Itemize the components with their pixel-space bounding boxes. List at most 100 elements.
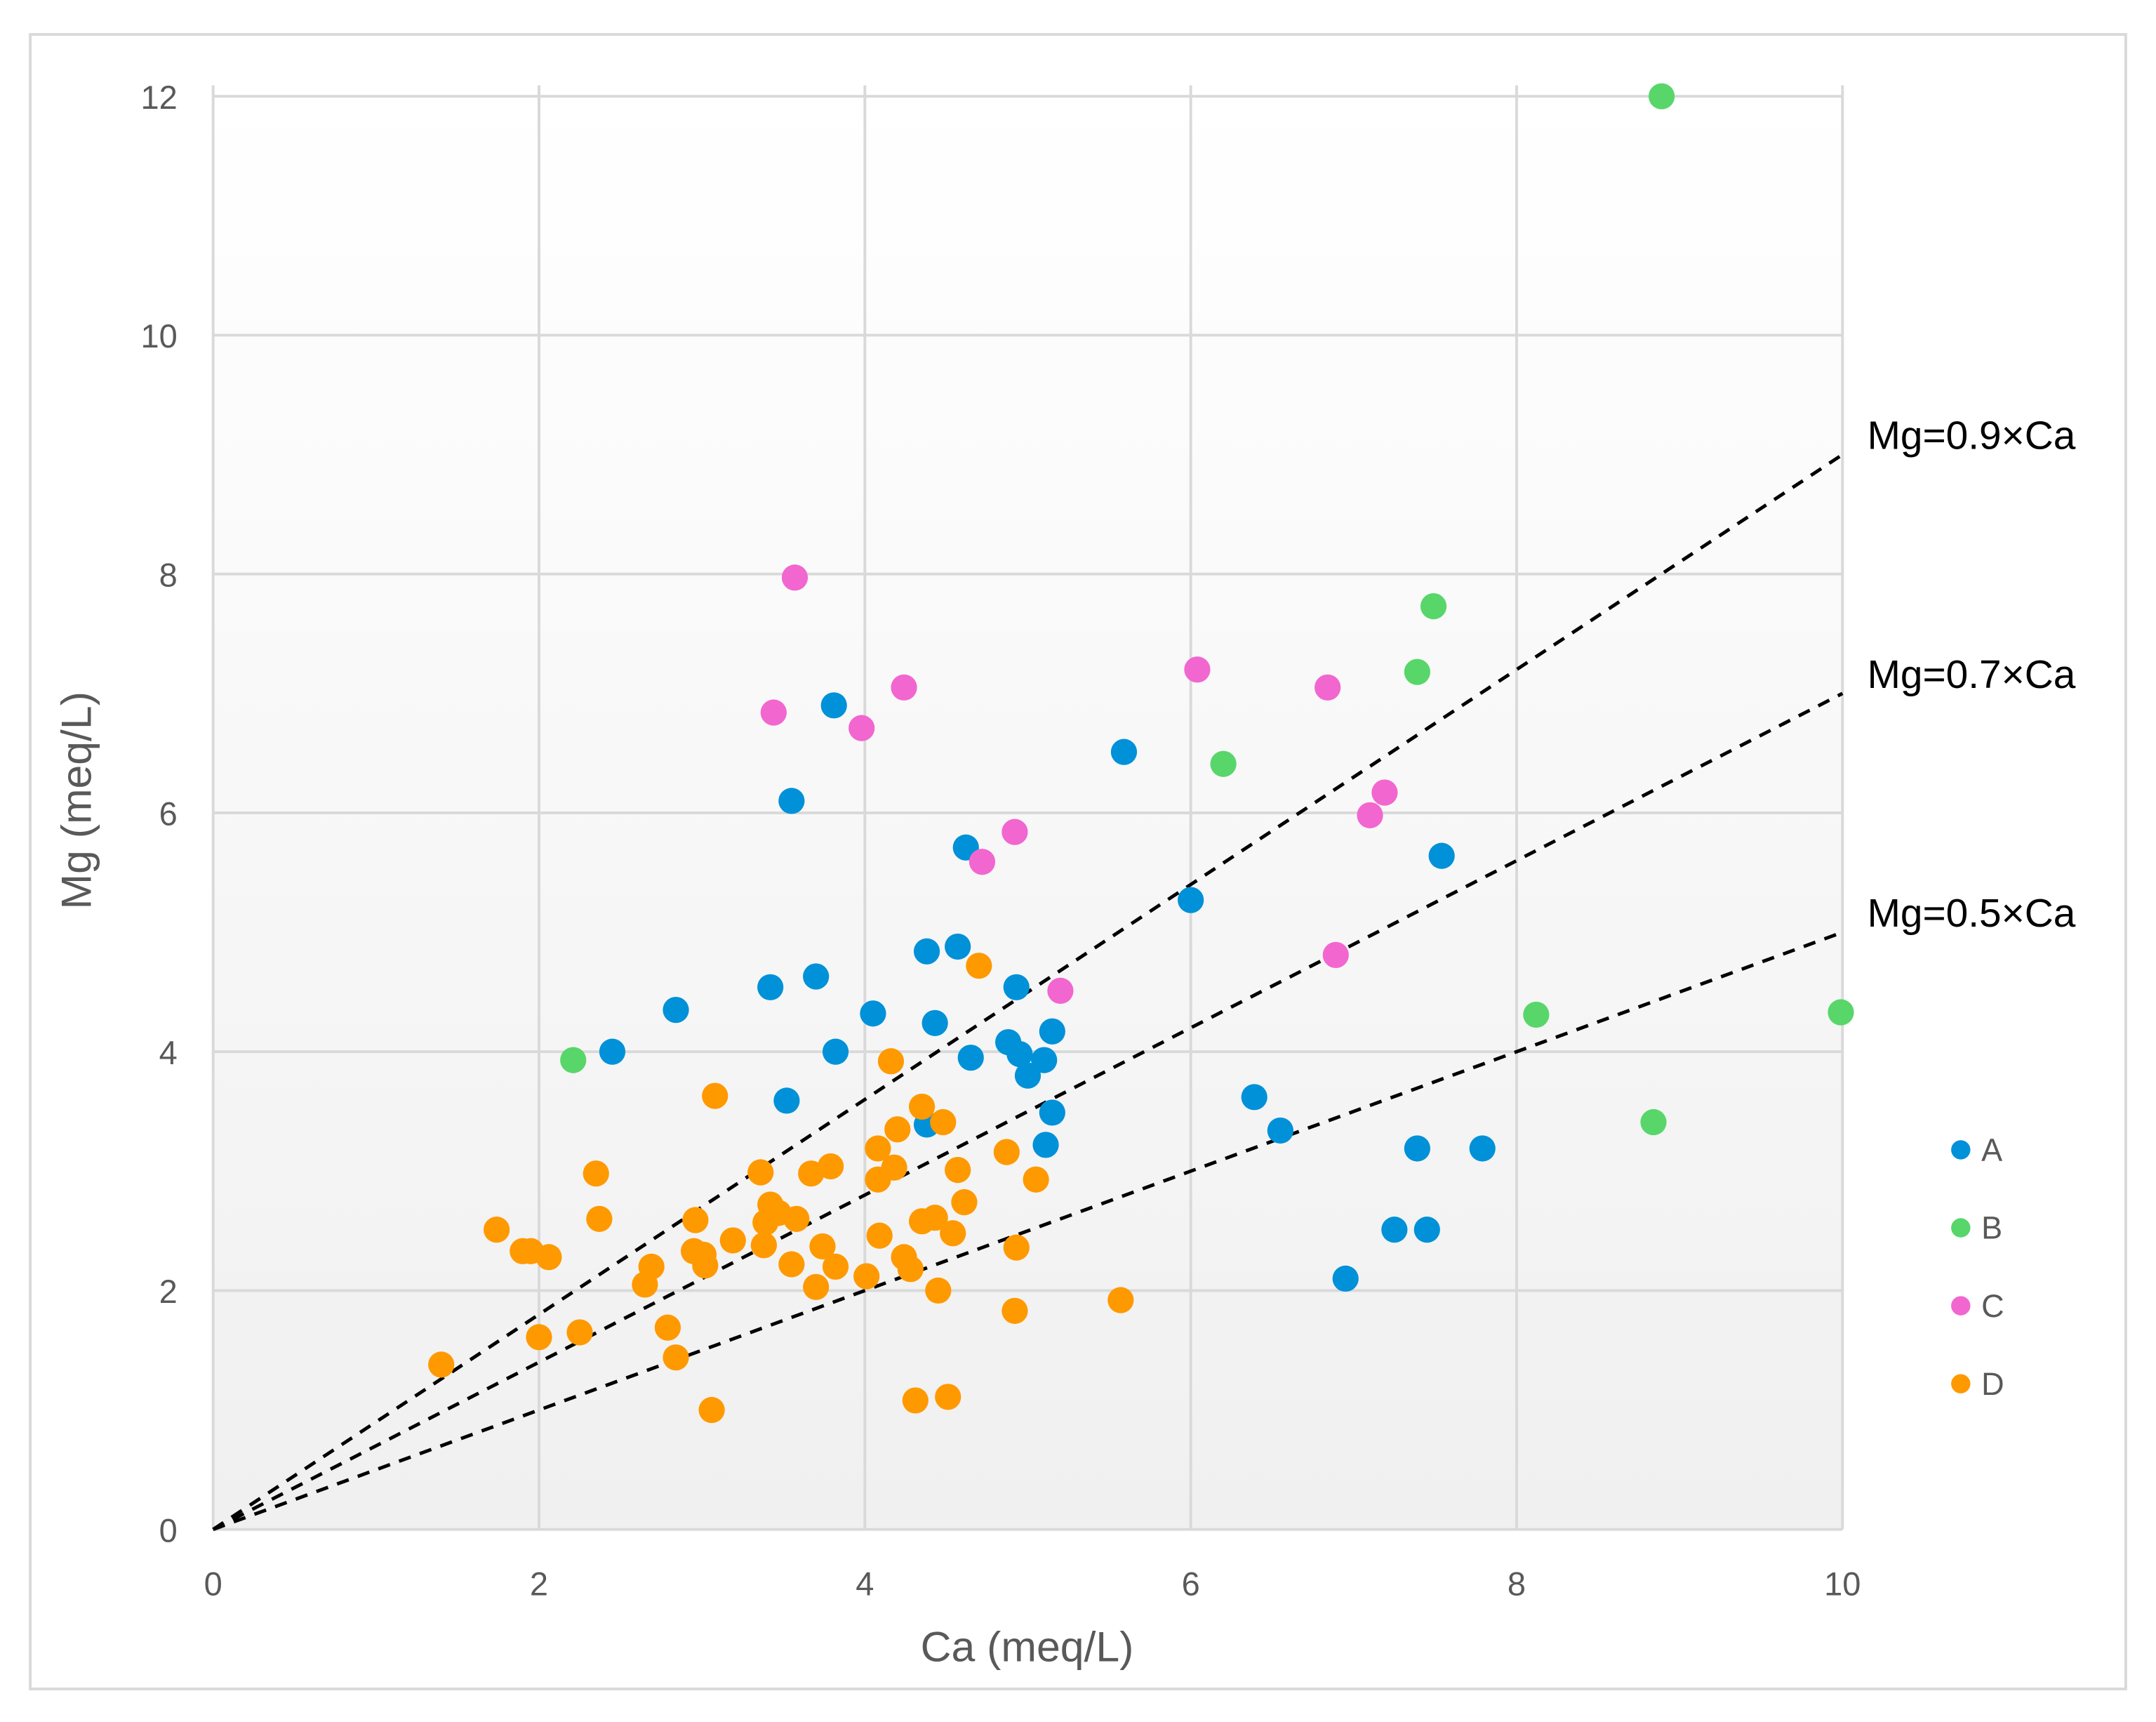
data-point-a xyxy=(1039,1099,1065,1126)
data-point-d xyxy=(750,1232,777,1259)
legend-marker-a xyxy=(1951,1140,1971,1160)
data-point-c xyxy=(1315,674,1341,701)
data-point-a xyxy=(663,997,689,1024)
data-point-d xyxy=(817,1153,844,1180)
data-point-d xyxy=(951,1188,978,1216)
data-point-b xyxy=(1828,999,1854,1026)
data-point-a xyxy=(1178,887,1204,913)
data-point-d xyxy=(692,1252,719,1279)
data-point-a xyxy=(1404,1135,1430,1162)
data-point-a xyxy=(773,1087,800,1114)
data-point-a xyxy=(1003,974,1030,1000)
data-point-d xyxy=(897,1256,924,1283)
data-point-a xyxy=(1014,1062,1042,1089)
data-point-c xyxy=(1002,819,1028,845)
data-point-d xyxy=(428,1351,455,1378)
data-point-d xyxy=(881,1154,907,1181)
x-tick-label: 10 xyxy=(1824,1565,1861,1603)
y-tick-label: 0 xyxy=(159,1511,178,1549)
data-point-c xyxy=(781,564,808,591)
x-axis-title: Ca (meq/L) xyxy=(921,1623,1134,1671)
data-point-a xyxy=(820,692,847,719)
data-point-a xyxy=(1332,1265,1359,1292)
legend-label-b: B xyxy=(1981,1210,2002,1246)
data-point-d xyxy=(747,1159,774,1186)
data-point-d xyxy=(935,1384,961,1410)
data-point-b xyxy=(1420,593,1447,620)
data-point-d xyxy=(945,1156,971,1184)
data-point-d xyxy=(853,1263,880,1290)
data-point-d xyxy=(930,1108,957,1136)
x-tick-label: 2 xyxy=(530,1565,548,1603)
y-tick-label: 8 xyxy=(159,556,178,593)
data-point-d xyxy=(566,1319,593,1346)
data-point-a xyxy=(778,788,805,814)
data-point-d xyxy=(921,1205,948,1231)
data-point-a xyxy=(1006,1040,1033,1068)
reference-line-label: Mg=0.9×Ca xyxy=(1868,414,2076,458)
data-point-b xyxy=(1640,1108,1667,1136)
data-point-d xyxy=(884,1116,911,1143)
y-tick-label: 4 xyxy=(159,1034,178,1071)
data-point-d xyxy=(663,1344,689,1371)
data-point-c xyxy=(1047,977,1074,1005)
data-point-d xyxy=(654,1314,681,1341)
data-point-a xyxy=(1428,842,1455,869)
legend-label-d: D xyxy=(1981,1366,2004,1402)
data-point-d xyxy=(940,1220,966,1247)
data-point-d xyxy=(809,1233,836,1260)
data-point-b xyxy=(1523,1001,1550,1028)
x-tick-label: 6 xyxy=(1182,1565,1200,1603)
data-point-a xyxy=(913,938,940,965)
data-point-a xyxy=(1032,1132,1059,1158)
data-points xyxy=(428,83,1854,1424)
data-point-c xyxy=(849,715,875,741)
data-point-a xyxy=(1110,739,1138,765)
reference-line-label: Mg=0.5×Ca xyxy=(1868,892,2076,936)
reference-line xyxy=(212,691,1844,1531)
data-point-d xyxy=(778,1251,805,1278)
x-tick-label: 8 xyxy=(1508,1565,1526,1603)
legend-marker-d xyxy=(1951,1374,1971,1393)
data-point-d xyxy=(866,1222,893,1249)
legend: A B C D xyxy=(1951,1132,2004,1402)
data-point-a xyxy=(757,974,784,1000)
data-point-c xyxy=(760,699,787,726)
y-axis-title: Mg (meq/L) xyxy=(52,691,100,909)
data-point-a xyxy=(1267,1117,1293,1144)
x-tick-label: 4 xyxy=(856,1565,874,1603)
x-tick-label: 0 xyxy=(204,1565,222,1603)
data-point-b xyxy=(1404,658,1430,685)
reference-line xyxy=(212,930,1844,1531)
data-point-d xyxy=(583,1160,609,1187)
data-point-d xyxy=(1003,1234,1030,1261)
data-point-a xyxy=(1381,1217,1408,1243)
data-point-d xyxy=(526,1324,552,1351)
legend-marker-c xyxy=(1951,1296,1971,1316)
data-point-d xyxy=(1023,1166,1049,1193)
data-point-d xyxy=(1002,1297,1028,1324)
data-point-d xyxy=(638,1253,665,1280)
data-point-a xyxy=(945,933,971,960)
data-point-d xyxy=(1107,1287,1134,1313)
y-tick-label: 2 xyxy=(159,1273,178,1310)
data-point-d xyxy=(877,1048,905,1075)
data-point-b xyxy=(1210,750,1237,777)
data-point-d xyxy=(993,1139,1020,1165)
data-point-c xyxy=(891,674,917,701)
data-point-d xyxy=(698,1396,725,1424)
data-point-d xyxy=(586,1205,613,1232)
data-point-c xyxy=(1371,779,1398,806)
data-point-d xyxy=(484,1217,510,1243)
data-point-a xyxy=(921,1009,948,1036)
data-point-a xyxy=(1413,1217,1440,1243)
data-point-d xyxy=(719,1227,746,1254)
data-point-d xyxy=(682,1207,709,1233)
data-point-d xyxy=(925,1277,952,1304)
data-point-a xyxy=(599,1038,626,1065)
data-point-d xyxy=(966,953,992,979)
reference-line-label: Mg=0.7×Ca xyxy=(1868,653,2076,697)
data-point-c xyxy=(1322,941,1349,968)
data-point-a xyxy=(957,1045,984,1071)
